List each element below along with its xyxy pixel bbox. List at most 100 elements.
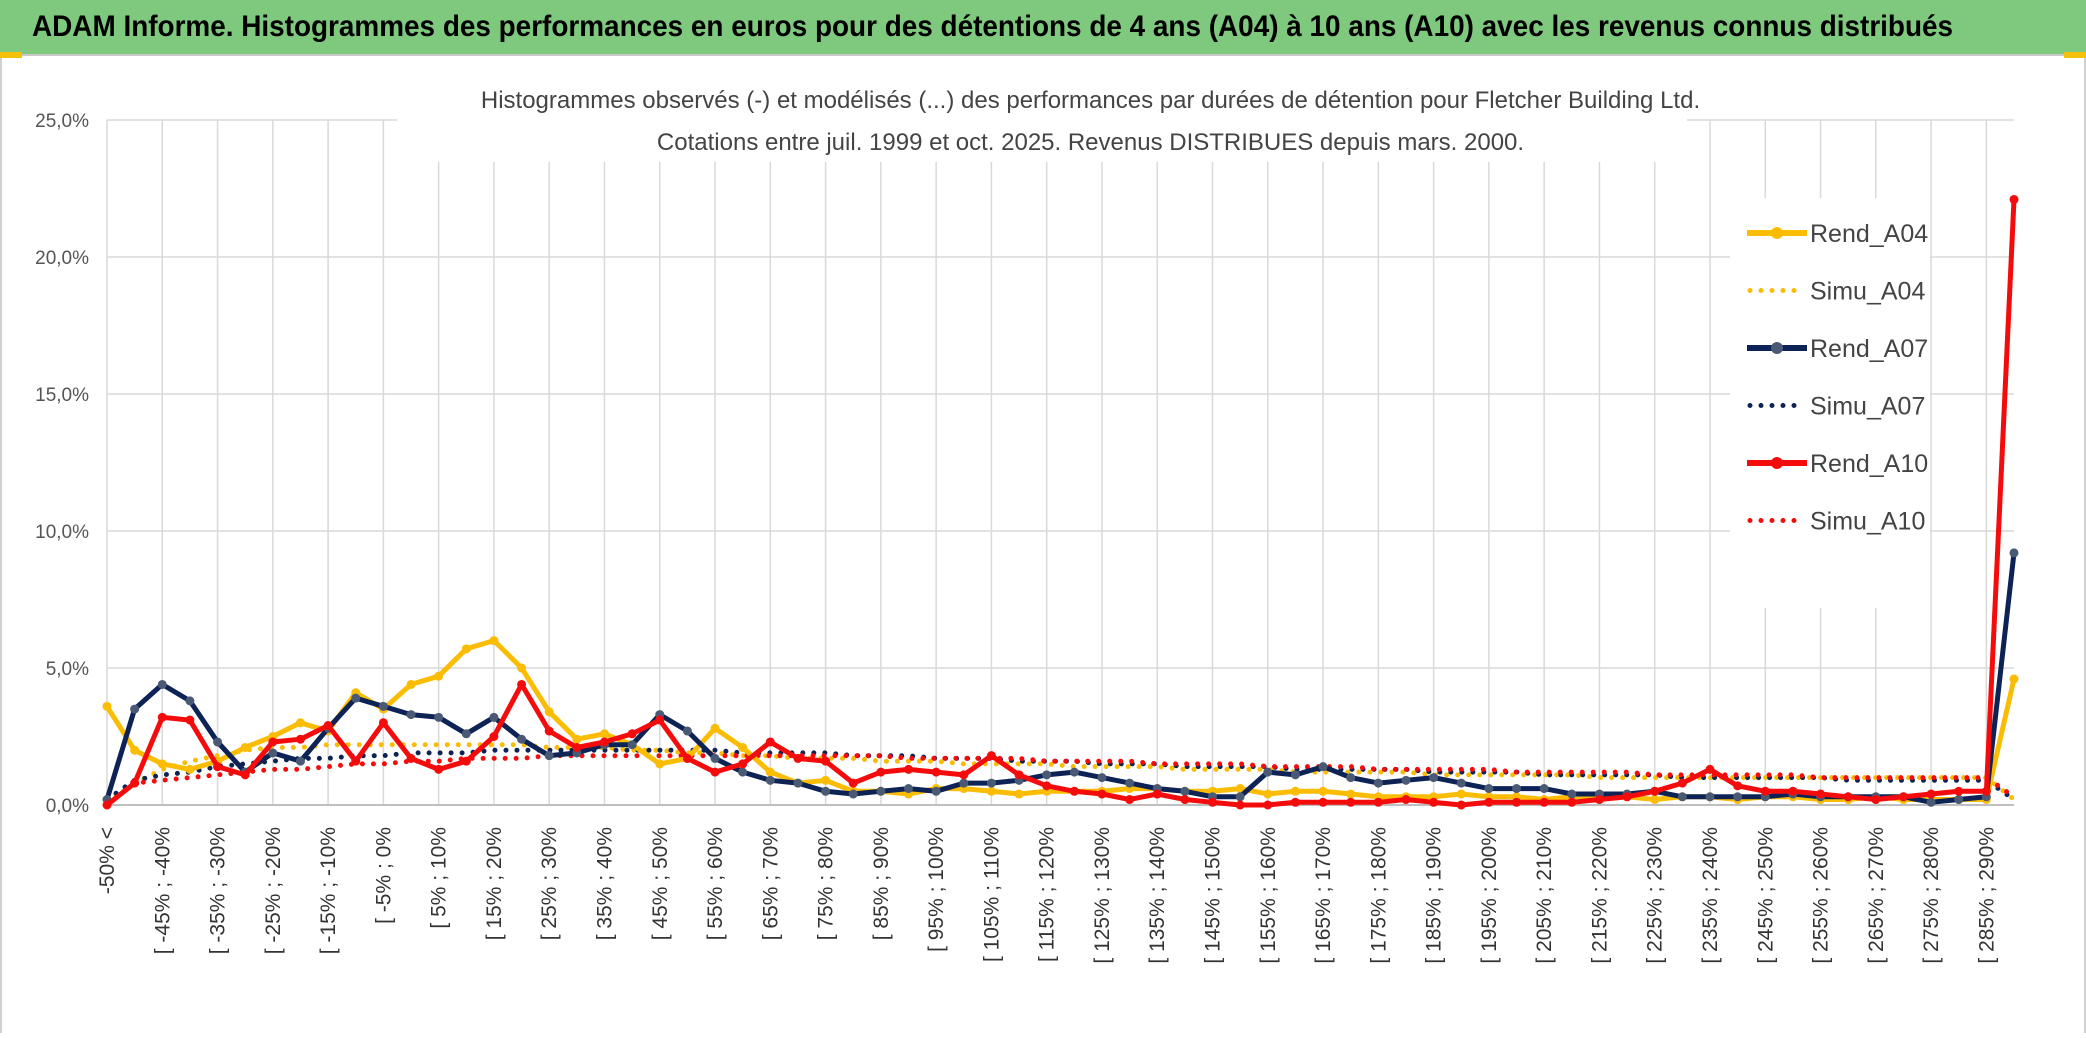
data-point xyxy=(1097,773,1107,783)
data-point xyxy=(738,742,748,752)
data-point xyxy=(986,751,996,761)
x-tick-label: [ 25% ; 30% xyxy=(538,827,561,940)
data-point xyxy=(1014,770,1024,780)
x-tick-label: [ 15% ; 20% xyxy=(483,827,506,940)
x-tick-label: [ 235% ; 240% xyxy=(1699,827,1722,964)
data-point xyxy=(1954,795,1964,805)
data-point xyxy=(793,753,803,763)
x-tick-label: [ 125% ; 130% xyxy=(1091,827,1114,964)
data-point xyxy=(821,775,831,785)
data-point xyxy=(1180,795,1190,805)
x-tick-label: [ -15% ; -10% xyxy=(317,827,340,954)
data-point xyxy=(517,679,527,689)
chart-title: Histogrammes observés (-) et modélisés (… xyxy=(481,87,1700,114)
data-point xyxy=(710,767,720,777)
x-tick-label: [ 95% ; 100% xyxy=(925,827,948,952)
data-point xyxy=(876,767,886,777)
legend-label: Rend_A07 xyxy=(1810,335,1928,363)
data-point xyxy=(1125,778,1135,788)
data-point xyxy=(1760,786,1770,796)
series-layer xyxy=(102,194,2019,810)
data-point xyxy=(1871,795,1881,805)
data-point xyxy=(240,770,250,780)
data-point xyxy=(599,737,609,747)
y-tick-label: 20,0% xyxy=(35,248,89,269)
data-point xyxy=(821,756,831,766)
data-point xyxy=(848,778,858,788)
data-point xyxy=(544,726,554,736)
data-point xyxy=(627,740,637,750)
series-line xyxy=(105,199,2017,808)
data-point xyxy=(130,778,140,788)
data-point xyxy=(213,737,223,747)
data-point xyxy=(1733,781,1743,791)
data-point xyxy=(655,759,665,769)
data-point xyxy=(295,734,305,744)
x-tick-label: [ 215% ; 220% xyxy=(1588,827,1611,964)
legend-item-rend-a04: Rend_A04 xyxy=(1747,220,1928,248)
data-point xyxy=(268,737,278,747)
x-tick-label: [ -45% ; -40% xyxy=(151,827,174,954)
legend-marker xyxy=(1771,457,1783,469)
data-point xyxy=(1705,764,1715,774)
x-tick-label: [ 225% ; 230% xyxy=(1644,827,1667,964)
x-tick-label: -50% < xyxy=(96,827,119,894)
data-point xyxy=(461,729,471,739)
data-point xyxy=(1014,789,1024,799)
data-point xyxy=(1788,786,1798,796)
data-point xyxy=(738,767,748,777)
legend-item-simu-a04: Simu_A04 xyxy=(1747,278,1925,306)
report-title: ADAM Informe. Histogrammes des performan… xyxy=(32,10,1954,43)
data-point xyxy=(1705,792,1715,802)
data-point xyxy=(157,712,167,722)
x-tick-label: [ 175% ; 180% xyxy=(1367,827,1390,964)
data-point xyxy=(1512,797,1522,807)
legend-marker xyxy=(1771,227,1783,239)
data-point xyxy=(1981,786,1991,796)
data-point xyxy=(1346,789,1356,799)
data-point xyxy=(986,786,996,796)
x-tick-label: [ -35% ; -30% xyxy=(207,827,230,954)
data-point xyxy=(1401,795,1411,805)
data-point xyxy=(323,721,333,731)
data-point xyxy=(295,756,305,766)
data-point xyxy=(185,715,195,725)
legend-label: Simu_A07 xyxy=(1810,393,1925,421)
data-point xyxy=(1456,789,1466,799)
data-point xyxy=(157,759,167,769)
data-point xyxy=(765,775,775,785)
data-point xyxy=(710,723,720,733)
legend-marker xyxy=(1771,342,1783,354)
y-axis: 0,0% 5,0% 10,0% 15,0% 20,0% 25,0% xyxy=(35,111,89,817)
data-point xyxy=(903,764,913,774)
data-point xyxy=(793,778,803,788)
data-point xyxy=(931,786,941,796)
data-point xyxy=(489,712,499,722)
chart-subtitle: Cotations entre juil. 1999 et oct. 2025.… xyxy=(657,129,1524,156)
data-point xyxy=(1373,797,1383,807)
data-point xyxy=(489,732,499,741)
chart-area: 0,0% 5,0% 10,0% 15,0% 20,0% 25,0% -50% < [ -45… xyxy=(0,58,2086,1033)
data-point xyxy=(710,753,720,763)
data-point xyxy=(2009,548,2019,558)
data-point xyxy=(821,786,831,796)
x-tick-label: [ 105% ; 110% xyxy=(980,827,1003,962)
data-point xyxy=(1235,792,1245,802)
x-tick-label: [ 55% ; 60% xyxy=(704,827,727,940)
data-point xyxy=(1594,795,1604,805)
data-point xyxy=(489,636,499,646)
data-point xyxy=(1539,784,1549,794)
data-point xyxy=(1318,797,1328,807)
data-point xyxy=(2009,194,2019,204)
data-point xyxy=(1235,784,1245,794)
x-tick-label: [ 45% ; 50% xyxy=(649,827,672,940)
data-point xyxy=(682,753,692,763)
data-point xyxy=(986,778,996,788)
data-point xyxy=(682,726,692,736)
data-point xyxy=(517,734,527,744)
data-point xyxy=(1373,778,1383,788)
data-point xyxy=(2009,674,2019,684)
data-point xyxy=(1263,767,1273,777)
legend-label: Rend_A04 xyxy=(1810,220,1928,248)
data-point xyxy=(931,767,941,777)
